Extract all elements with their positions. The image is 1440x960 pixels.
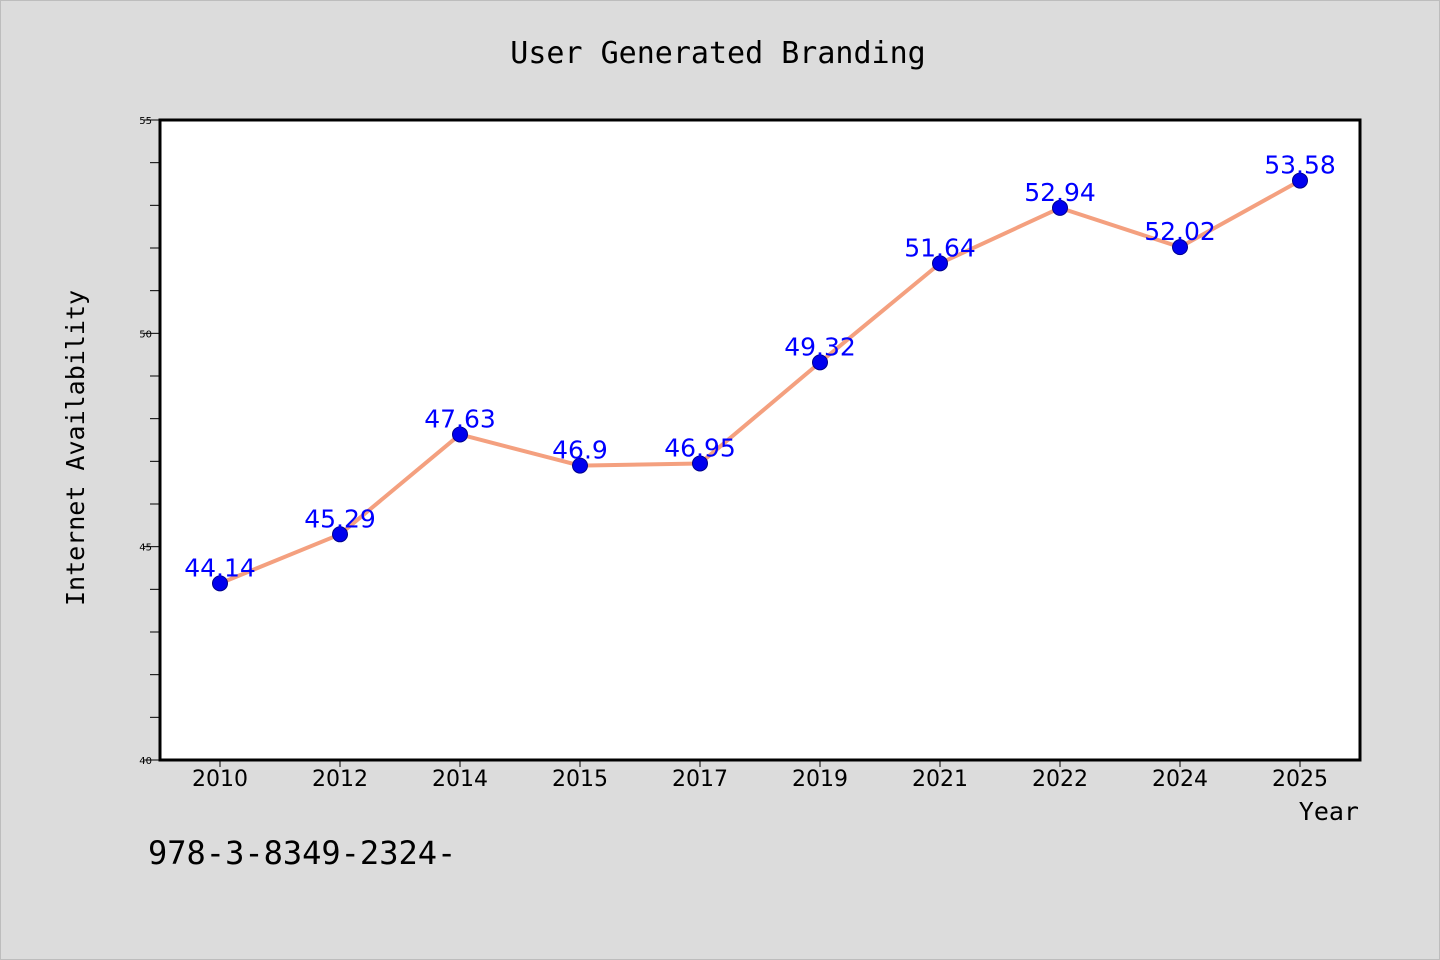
x-tick-label: 2024 (1152, 767, 1208, 792)
data-point (1172, 239, 1188, 256)
data-label: 49.32 (784, 332, 856, 361)
y-tick-label: 50 (139, 329, 152, 340)
y-axis-label: Internet Availability (61, 290, 90, 606)
data-label: 47.63 (424, 404, 496, 433)
data-label: 46.95 (664, 433, 736, 462)
data-label: 45.29 (304, 504, 376, 533)
data-point (812, 354, 828, 371)
x-tick-label: 2019 (792, 767, 848, 792)
chart-title: User Generated Branding (510, 36, 925, 71)
x-tick-label: 2012 (312, 767, 368, 792)
data-point (932, 255, 948, 272)
x-axis-label: Year (1299, 797, 1359, 826)
series-line (219, 178, 1301, 586)
data-point (1292, 172, 1308, 189)
series-group: 44.14 45.29 47.63 46.9 46.95 49.32 51.64 52.94 5… (184, 151, 1336, 592)
data-label: 44.14 (184, 553, 256, 582)
x-tick-label: 2021 (912, 767, 968, 792)
y-axis: 40 45 50 55 (139, 116, 160, 767)
data-label: 53.58 (1264, 151, 1336, 180)
data-label: 52.94 (1024, 178, 1096, 207)
plot-frame (158, 118, 1362, 762)
y-tick-label: 40 (139, 756, 152, 767)
x-tick-label: 2025 (1272, 767, 1328, 792)
x-tick-label: 2010 (192, 767, 248, 792)
plot-area (160, 120, 1360, 760)
x-axis: 2010 2012 2014 2015 2017 2019 2021 2022 2024 2025 (192, 760, 1328, 792)
y-tick-label: 55 (139, 116, 152, 127)
y-tick-label: 45 (139, 543, 152, 554)
data-point (692, 455, 708, 472)
x-tick-label: 2014 (432, 767, 488, 792)
x-tick-label: 2017 (672, 767, 728, 792)
data-point (212, 575, 228, 592)
data-point (1052, 199, 1068, 216)
data-label: 52.02 (1144, 217, 1216, 246)
data-label: 46.9 (552, 436, 608, 465)
x-tick-label: 2022 (1032, 767, 1088, 792)
data-label: 51.64 (904, 233, 976, 262)
data-point (332, 526, 348, 543)
data-point (452, 426, 468, 443)
x-tick-label: 2015 (552, 767, 608, 792)
data-point (572, 457, 588, 474)
isbn-text: 978-3-8349-2324- (148, 834, 456, 872)
